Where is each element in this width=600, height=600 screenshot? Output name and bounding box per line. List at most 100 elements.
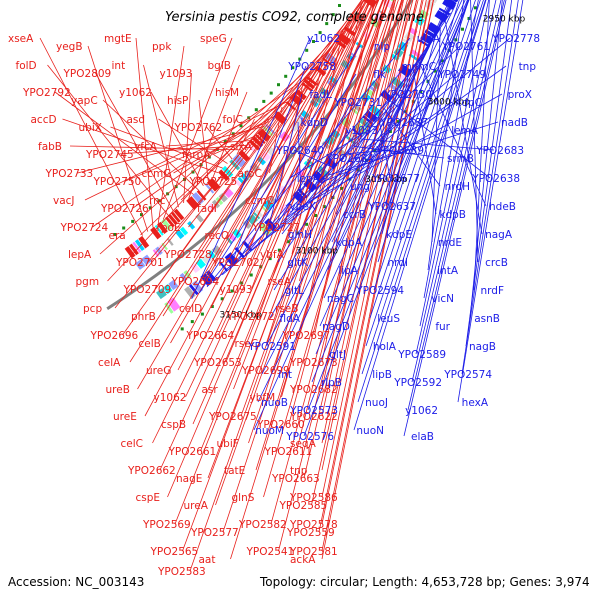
forward-gene-label: YPO2592	[393, 377, 442, 389]
forward-gene-label: YPO2589	[397, 349, 446, 361]
gene-leader-line	[299, 3, 363, 282]
reverse-gene-label: yfcA	[134, 141, 158, 153]
scale-tick	[249, 273, 253, 277]
forward-gene-label: YPO2576	[285, 431, 334, 443]
gene-leader-line	[390, 100, 491, 179]
gene-leader-line	[114, 0, 365, 309]
gene-leader-line	[62, 118, 219, 173]
forward-gene-label: YPO2731	[333, 97, 382, 109]
scale-tick	[148, 206, 152, 210]
reverse-gene-label: celD	[179, 303, 202, 315]
gene-leader-line	[321, 0, 431, 525]
gene-leader-line	[261, 0, 454, 375]
reverse-gene-label: mrpA	[182, 149, 211, 161]
forward-gene-label: flk	[373, 69, 387, 81]
forward-gene-label: hexA	[462, 397, 489, 409]
scale-tick	[200, 312, 204, 316]
gene-leader-line	[381, 37, 436, 235]
gene-leader-line	[297, 121, 302, 204]
forward-gene-label: kdpC	[455, 97, 482, 109]
gene-leader-line	[315, 0, 468, 355]
forward-gene-label: y1062	[405, 405, 438, 417]
forward-gene-label: YPO2749	[437, 69, 486, 81]
forward-gene-label: YPO2684	[325, 153, 374, 165]
feature-block	[368, 84, 377, 93]
forward-gene-label: YPO2677	[371, 173, 420, 185]
gene-leader-line	[129, 0, 363, 363]
reverse-gene-label: hisP	[167, 95, 188, 107]
reverse-gene-label: YPO2699	[241, 365, 290, 377]
scale-tick	[240, 281, 244, 285]
scale-tick	[338, 4, 341, 7]
accession-label: Accession: NC_003143	[8, 575, 144, 589]
gene-leader-line	[107, 24, 348, 282]
forward-gene-label: intA	[437, 265, 459, 277]
forward-gene-label: gltJ	[329, 349, 346, 361]
forward-gene-label: kdpD	[301, 117, 329, 129]
gene-leader-line	[403, 0, 507, 437]
feature-block	[154, 224, 164, 236]
scale-tick	[388, 130, 392, 133]
feature-block	[408, 27, 418, 36]
reverse-gene-label: YPO2675	[208, 411, 257, 423]
feature-block	[195, 213, 204, 223]
scale-tick	[277, 248, 281, 252]
reverse-gene-label: YPO2694	[171, 276, 220, 288]
reverse-gene-label: celB	[139, 338, 161, 350]
gene-leader-line	[47, 64, 169, 216]
feature-block	[184, 286, 196, 299]
reverse-gene-label: fadI	[197, 203, 217, 215]
reverse-gene-label: pcp	[83, 303, 102, 315]
forward-gene-label: elaB	[411, 431, 434, 443]
gene-leader-line	[365, 0, 481, 347]
feature-block	[158, 244, 166, 253]
scale-tick	[473, 6, 477, 10]
scale-tick	[322, 205, 326, 209]
forward-gene-label: int	[278, 369, 292, 381]
gene-leader-line	[289, 131, 367, 179]
reverse-gene-label: YPO2660	[256, 419, 305, 431]
kbp-tick-label: 2950 kbp	[483, 15, 526, 25]
forward-gene-label: gltL	[284, 285, 304, 297]
feature-block	[424, 29, 437, 39]
feature-block	[418, 9, 429, 20]
forward-gene-label: holA	[373, 341, 397, 353]
feature-block	[187, 221, 196, 230]
feature-block	[207, 202, 217, 213]
reverse-gene-label: YPO2702	[211, 257, 260, 269]
gene-leader-line	[206, 37, 411, 288]
feature-block	[240, 173, 250, 183]
reverse-gene-label: rseB	[275, 303, 298, 315]
map-title: Yersinia pestis CO92, complete genome	[165, 10, 424, 25]
gene-leader-line	[473, 0, 490, 291]
reverse-gene-label: seqA	[290, 438, 317, 450]
gene-leader-line	[122, 0, 363, 336]
gene-leader-line	[155, 19, 352, 290]
gene-leader-line	[117, 144, 247, 155]
gene-leader-line	[236, 73, 357, 263]
reverse-gene-label: aroC	[238, 168, 262, 180]
reverse-gene-label: YPO2673	[289, 357, 338, 369]
forward-gene-label: vicN	[431, 293, 454, 305]
gene-leader-line	[353, 0, 487, 431]
feature-block	[186, 196, 200, 210]
feature-block	[150, 226, 162, 240]
reverse-gene-label: y1062	[119, 87, 152, 99]
gene-leader-line	[266, 0, 379, 344]
feature-block	[196, 189, 207, 201]
feature-block	[168, 279, 179, 291]
gene-leader-line	[157, 45, 185, 224]
feature-block	[157, 221, 168, 234]
reverse-gene-label: recO	[205, 230, 230, 242]
forward-gene-label: fldA	[280, 313, 301, 325]
forward-gene-label: YPO2758	[287, 61, 336, 73]
scale-tick	[122, 226, 126, 230]
gene-leader-line	[253, 0, 450, 431]
scale-tick	[262, 99, 266, 103]
gene-leader-line	[269, 0, 456, 319]
gene-leader-line	[225, 0, 378, 363]
gene-leader-line	[191, 37, 311, 299]
reverse-gene-label: asr	[202, 384, 219, 396]
gene-leader-line	[327, 4, 456, 271]
forward-gene-label: YPO2683	[475, 145, 524, 157]
